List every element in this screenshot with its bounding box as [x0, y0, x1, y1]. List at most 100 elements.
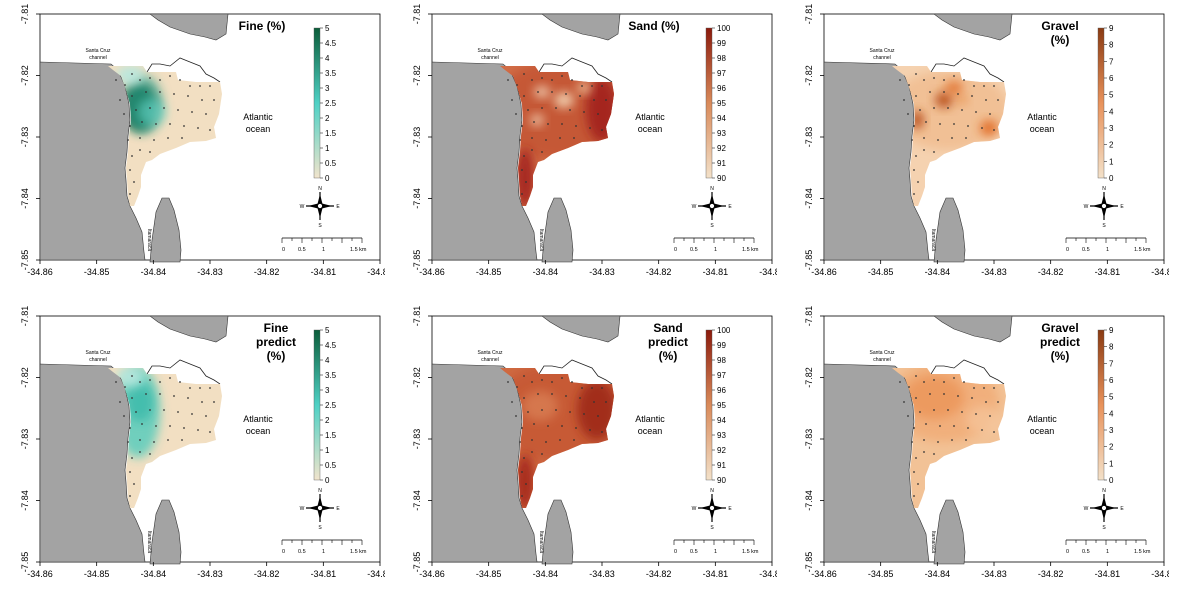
sample-point — [933, 107, 935, 109]
sample-point — [187, 95, 189, 97]
y-tick-label: -7.83 — [412, 127, 422, 148]
land-north — [432, 13, 621, 41]
land-north — [824, 315, 1013, 343]
north-arrow-icon — [1090, 192, 1118, 220]
sample-point — [131, 155, 133, 157]
sample-point — [569, 411, 571, 413]
sample-point — [908, 386, 910, 388]
sample-point — [561, 75, 563, 77]
sample-point — [163, 107, 165, 109]
sample-point — [951, 137, 953, 139]
scale-bar — [673, 539, 755, 545]
sample-point — [209, 431, 211, 433]
sample-point — [537, 393, 539, 395]
sample-point — [191, 111, 193, 113]
compass-w: W — [300, 204, 305, 210]
legend-label: 3 — [1109, 426, 1114, 435]
x-tick-label: -34.84 — [925, 569, 951, 579]
sample-point — [913, 125, 915, 127]
sample-point — [951, 439, 953, 441]
ocean-label: Atlantic — [243, 112, 273, 122]
legend-label: 9 — [1109, 24, 1114, 33]
surface-blob — [577, 82, 591, 94]
x-tick-label: -34.81 — [1095, 267, 1121, 277]
y-tick-label: -7.82 — [412, 65, 422, 86]
sample-point — [575, 427, 577, 429]
x-tick-label: -34.83 — [589, 267, 615, 277]
north-arrow-icon — [306, 494, 334, 522]
legend-label: 4 — [325, 54, 330, 63]
channel-label: channel — [89, 55, 107, 61]
sample-point — [129, 427, 131, 429]
land-north — [432, 315, 621, 343]
sample-point — [593, 99, 595, 101]
scale-label: 1 — [714, 247, 717, 253]
island-label: Itamaracá — [538, 229, 544, 251]
map-panel-gravel: -34.86 -34.85 -34.84 -34.83 -34.82 -34.81 -34.… — [784, 0, 1169, 290]
land-north — [40, 315, 229, 343]
surface-blob — [516, 148, 534, 206]
panel-title: Sand — [653, 321, 682, 335]
compass-s: S — [710, 223, 714, 229]
x-tick-label: -34.80 — [759, 267, 777, 277]
scale-label: 1.5 km — [350, 247, 367, 253]
sample-point — [141, 423, 143, 425]
island-label: Itamaracá — [930, 531, 936, 553]
sample-point — [187, 397, 189, 399]
scale-label: 1 — [1106, 247, 1109, 253]
compass-e: E — [1120, 204, 1124, 210]
sample-point — [965, 137, 967, 139]
sample-point — [583, 413, 585, 415]
legend-label: 2 — [325, 114, 330, 123]
sample-point — [519, 139, 521, 141]
compass-n: N — [318, 186, 322, 192]
sample-point — [545, 441, 547, 443]
sample-point — [179, 381, 181, 383]
sample-point — [947, 409, 949, 411]
sample-point — [915, 95, 917, 97]
sample-point — [159, 79, 161, 81]
sample-point — [601, 431, 603, 433]
y-tick-label: -7.83 — [20, 127, 30, 148]
x-tick-label: -34.86 — [419, 569, 445, 579]
sample-points — [899, 375, 999, 497]
y-tick-label: -7.85 — [20, 250, 30, 271]
sample-point — [139, 381, 141, 383]
scale-label: 0.5 — [690, 549, 698, 555]
sample-point — [943, 393, 945, 395]
sample-point — [135, 411, 137, 413]
sample-point — [159, 381, 161, 383]
island-land — [149, 499, 182, 565]
island-label: Itamaracá — [146, 229, 152, 251]
island-land — [933, 197, 966, 263]
x-tick-label: -34.81 — [311, 569, 337, 579]
sample-point — [141, 121, 143, 123]
channel-label: Santa Cruz — [869, 48, 895, 54]
sample-point — [545, 139, 547, 141]
sample-point — [149, 151, 151, 153]
ocean-label: ocean — [1030, 426, 1055, 436]
channel-label: Santa Cruz — [477, 350, 503, 356]
sample-point — [521, 495, 523, 497]
channel-label: channel — [481, 55, 499, 61]
scale-label: 0 — [674, 549, 677, 555]
sample-point — [923, 79, 925, 81]
map-plot-gravel-predict: -34.86 -34.85 -34.84 -34.83 -34.82 -34.81 -34.… — [804, 306, 1169, 579]
sample-point — [937, 441, 939, 443]
sample-point — [537, 91, 539, 93]
sample-point — [939, 425, 941, 427]
compass-n: N — [710, 186, 714, 192]
sample-point — [983, 387, 985, 389]
sample-point — [531, 381, 533, 383]
legend-label: 2 — [325, 416, 330, 425]
scale-label: 0 — [282, 549, 285, 555]
x-tick-label: -34.86 — [27, 569, 53, 579]
ocean-label: ocean — [1030, 124, 1055, 134]
sample-point — [127, 441, 129, 443]
y-tick-label: -7.84 — [20, 490, 30, 511]
y-tick-label: -7.85 — [412, 250, 422, 271]
sample-point — [541, 409, 543, 411]
sample-point — [183, 125, 185, 127]
sample-point — [913, 427, 915, 429]
sample-point — [953, 75, 955, 77]
